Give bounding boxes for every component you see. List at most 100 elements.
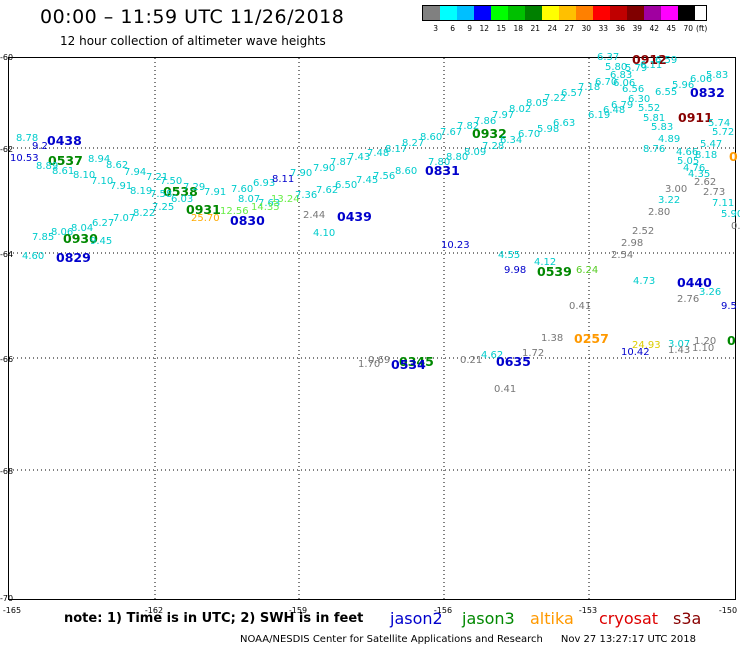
wave-height-label: 6.03: [171, 194, 194, 205]
wave-height-label: 2.73: [703, 187, 726, 198]
page-title: 00:00 – 11:59 UTC 11/26/2018: [40, 6, 345, 28]
color-scale-tick: 42: [649, 24, 659, 33]
wave-height-label: 5.47: [700, 139, 723, 150]
wave-height-label: 4.55: [498, 250, 521, 261]
pass-time-label: 0832: [690, 85, 725, 100]
wave-height-label: 5.05: [677, 156, 700, 167]
wave-height-label: 10.53: [10, 153, 39, 164]
wave-height-label: 6.06: [613, 78, 636, 89]
wave-height-label: 12.56: [220, 206, 249, 217]
color-scale-tick: 21: [530, 24, 540, 33]
wave-height-label: 6.24: [576, 265, 599, 276]
color-scale-swatch: [525, 6, 542, 20]
wave-height-label: 8.60: [395, 166, 418, 177]
wave-height-label: 6.63: [553, 118, 576, 129]
wave-height-label: 8.04: [71, 223, 94, 234]
color-scale-tick: 39: [632, 24, 642, 33]
wave-height-label: 0.41: [569, 301, 592, 312]
satellite-legend-s3a: s3a: [673, 609, 702, 628]
color-scale-swatch: [457, 6, 474, 20]
wave-height-label: 3.00: [665, 184, 688, 195]
y-axis-label: -62: [0, 145, 14, 154]
pass-time-label: 0534: [391, 357, 426, 372]
wave-height-label: 7.62: [316, 185, 339, 196]
wave-height-label: 9.2: [32, 141, 48, 152]
wave-height-label: 7.29: [183, 182, 206, 193]
footer-note: note: 1) Time is in UTC; 2) SWH is in fe…: [64, 611, 364, 626]
wave-height-label: 0.41: [494, 384, 517, 395]
wave-height-label: 7.25: [152, 202, 175, 213]
wave-height-label: 7.07: [113, 213, 136, 224]
wave-height-label: 5.83: [706, 70, 729, 81]
pass-time-label: 0912: [632, 52, 667, 67]
color-scale-swatch: [644, 6, 661, 20]
wave-height-label: 8.17: [385, 144, 408, 155]
color-scale-tick: 6: [450, 24, 455, 33]
pass-time-label: 0: [727, 333, 736, 348]
wave-height-label: 7.45: [356, 175, 379, 186]
color-scale-tick: 33: [598, 24, 608, 33]
wave-height-label: 7.67: [440, 127, 463, 138]
pass-time-label: 0438: [47, 133, 82, 148]
wave-height-label: 7.94: [124, 167, 147, 178]
wave-height-label: 1.38: [541, 333, 564, 344]
color-scale-ticks: 3 6 9 12 15 18 21 24 27 30 33 36 39 42 45 70 (ft): [422, 24, 707, 33]
x-axis-label: -162: [144, 606, 164, 615]
color-scale-legend: 3 6 9 12 15 18 21 24 27 30 33 36 39 42 45 70 (ft): [422, 5, 708, 33]
wave-height-label: 6.55: [655, 87, 678, 98]
pass-time-label: 0257: [574, 331, 609, 346]
wave-height-label: 5.74: [708, 118, 731, 129]
wave-height-label: 7.48: [367, 148, 390, 159]
wave-height-label: 5.79: [625, 63, 648, 74]
wave-height-label: 1.72: [522, 348, 545, 359]
pass-time-label: 0440: [677, 275, 712, 290]
wave-height-label: 7.82: [457, 121, 480, 132]
wave-height-label: 4.60: [22, 251, 45, 262]
wave-height-label: 8.78: [16, 133, 39, 144]
graticule: [9, 58, 735, 599]
color-scale-swatch: [576, 6, 593, 20]
color-scale-unit: (ft): [696, 24, 708, 33]
wave-height-label: 13.24: [271, 194, 300, 205]
wave-height-label: 6.34: [500, 135, 523, 146]
wave-height-label: 14.35: [251, 202, 280, 213]
wave-height-label: 7.91: [110, 181, 133, 192]
y-axis-label: -64: [0, 250, 14, 259]
wave-height-label: 2.80: [648, 207, 671, 218]
wave-height-label: 5.80: [605, 62, 628, 73]
wave-height-label: 5.96: [672, 80, 695, 91]
wave-height-label: 5.52: [638, 103, 661, 114]
wave-height-label: 8.60: [420, 132, 443, 143]
wave-height-label: 3.07: [668, 339, 691, 350]
x-axis-label: -165: [2, 606, 22, 615]
color-scale-tick: 70: [683, 24, 693, 33]
wave-height-label: 8.06: [51, 227, 74, 238]
wave-height-label: 4.12: [534, 257, 557, 268]
wave-height-label: 7.11: [712, 198, 735, 209]
wave-height-label: 7.58: [150, 189, 173, 200]
y-axis-label: -66: [0, 355, 14, 364]
wave-height-label: 5.72: [712, 127, 735, 138]
wave-height-label: 6.19: [588, 110, 611, 121]
color-scale-tick: 36: [615, 24, 625, 33]
wave-height-label: 2.52: [632, 226, 655, 237]
wave-height-label: 5.81: [643, 113, 666, 124]
wave-height-label: 4.62: [481, 350, 504, 361]
wave-height-label: 7.86: [474, 116, 497, 127]
satellite-legend-cryosat: cryosat: [599, 609, 659, 628]
credit-organization: NOAA/NESDIS Center for Satellite Applica…: [240, 634, 543, 645]
wave-height-label: 7.87: [330, 157, 353, 168]
x-axis-label: -153: [578, 606, 598, 615]
satellite-legend-altika: altika: [530, 609, 574, 628]
wave-height-label: 8.80: [446, 152, 469, 163]
wave-height-label: 1.10: [692, 343, 715, 354]
wave-height-label: 7.90: [313, 163, 336, 174]
wave-height-label: 2.76: [677, 294, 700, 305]
pass-time-label: 0345: [399, 354, 434, 369]
x-axis-label: -159: [288, 606, 308, 615]
wave-height-label: 6.06: [690, 74, 713, 85]
pass-time-label: 0539: [537, 264, 572, 279]
x-axis-label: -150: [718, 606, 738, 615]
pass-time-label: 0930: [63, 231, 98, 246]
wave-height-label: 3.26: [699, 287, 722, 298]
